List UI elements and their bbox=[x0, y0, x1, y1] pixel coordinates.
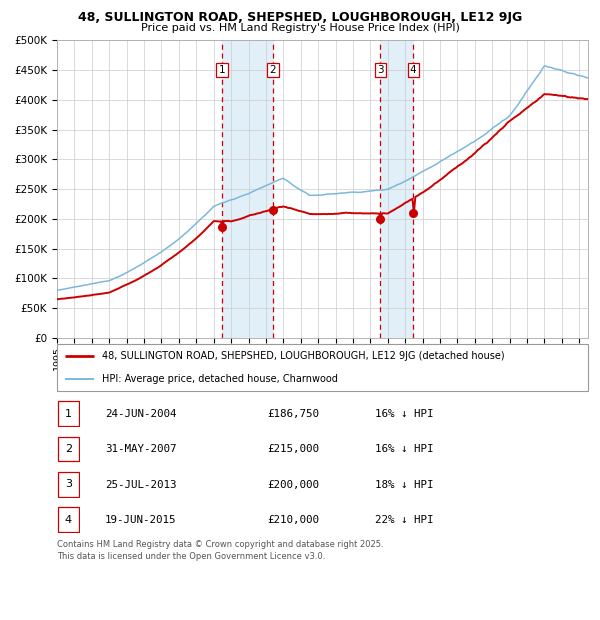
Text: 22% ↓ HPI: 22% ↓ HPI bbox=[375, 515, 433, 525]
Text: 4: 4 bbox=[410, 65, 416, 75]
Text: 25-JUL-2013: 25-JUL-2013 bbox=[105, 480, 176, 490]
Text: 48, SULLINGTON ROAD, SHEPSHED, LOUGHBOROUGH, LE12 9JG: 48, SULLINGTON ROAD, SHEPSHED, LOUGHBORO… bbox=[78, 11, 522, 24]
Text: Price paid vs. HM Land Registry's House Price Index (HPI): Price paid vs. HM Land Registry's House … bbox=[140, 23, 460, 33]
Text: 1: 1 bbox=[219, 65, 226, 75]
Text: 18% ↓ HPI: 18% ↓ HPI bbox=[375, 480, 433, 490]
Text: £215,000: £215,000 bbox=[267, 445, 319, 454]
Text: 3: 3 bbox=[65, 479, 72, 489]
Text: 24-JUN-2004: 24-JUN-2004 bbox=[105, 409, 176, 419]
Text: 3: 3 bbox=[377, 65, 383, 75]
Text: 31-MAY-2007: 31-MAY-2007 bbox=[105, 445, 176, 454]
Text: 48, SULLINGTON ROAD, SHEPSHED, LOUGHBOROUGH, LE12 9JG (detached house): 48, SULLINGTON ROAD, SHEPSHED, LOUGHBORO… bbox=[102, 351, 505, 361]
Text: Contains HM Land Registry data © Crown copyright and database right 2025.
This d: Contains HM Land Registry data © Crown c… bbox=[57, 540, 383, 561]
Bar bbox=[380, 40, 413, 338]
Text: 2: 2 bbox=[65, 444, 72, 454]
Bar bbox=[222, 40, 273, 338]
Text: 19-JUN-2015: 19-JUN-2015 bbox=[105, 515, 176, 525]
Text: HPI: Average price, detached house, Charnwood: HPI: Average price, detached house, Char… bbox=[102, 373, 338, 384]
Text: £210,000: £210,000 bbox=[267, 515, 319, 525]
Text: £186,750: £186,750 bbox=[267, 409, 319, 419]
Text: 16% ↓ HPI: 16% ↓ HPI bbox=[375, 445, 433, 454]
Text: £200,000: £200,000 bbox=[267, 480, 319, 490]
Text: 16% ↓ HPI: 16% ↓ HPI bbox=[375, 409, 433, 419]
Text: 1: 1 bbox=[65, 409, 72, 419]
Text: 2: 2 bbox=[270, 65, 277, 75]
Text: 4: 4 bbox=[65, 515, 72, 525]
